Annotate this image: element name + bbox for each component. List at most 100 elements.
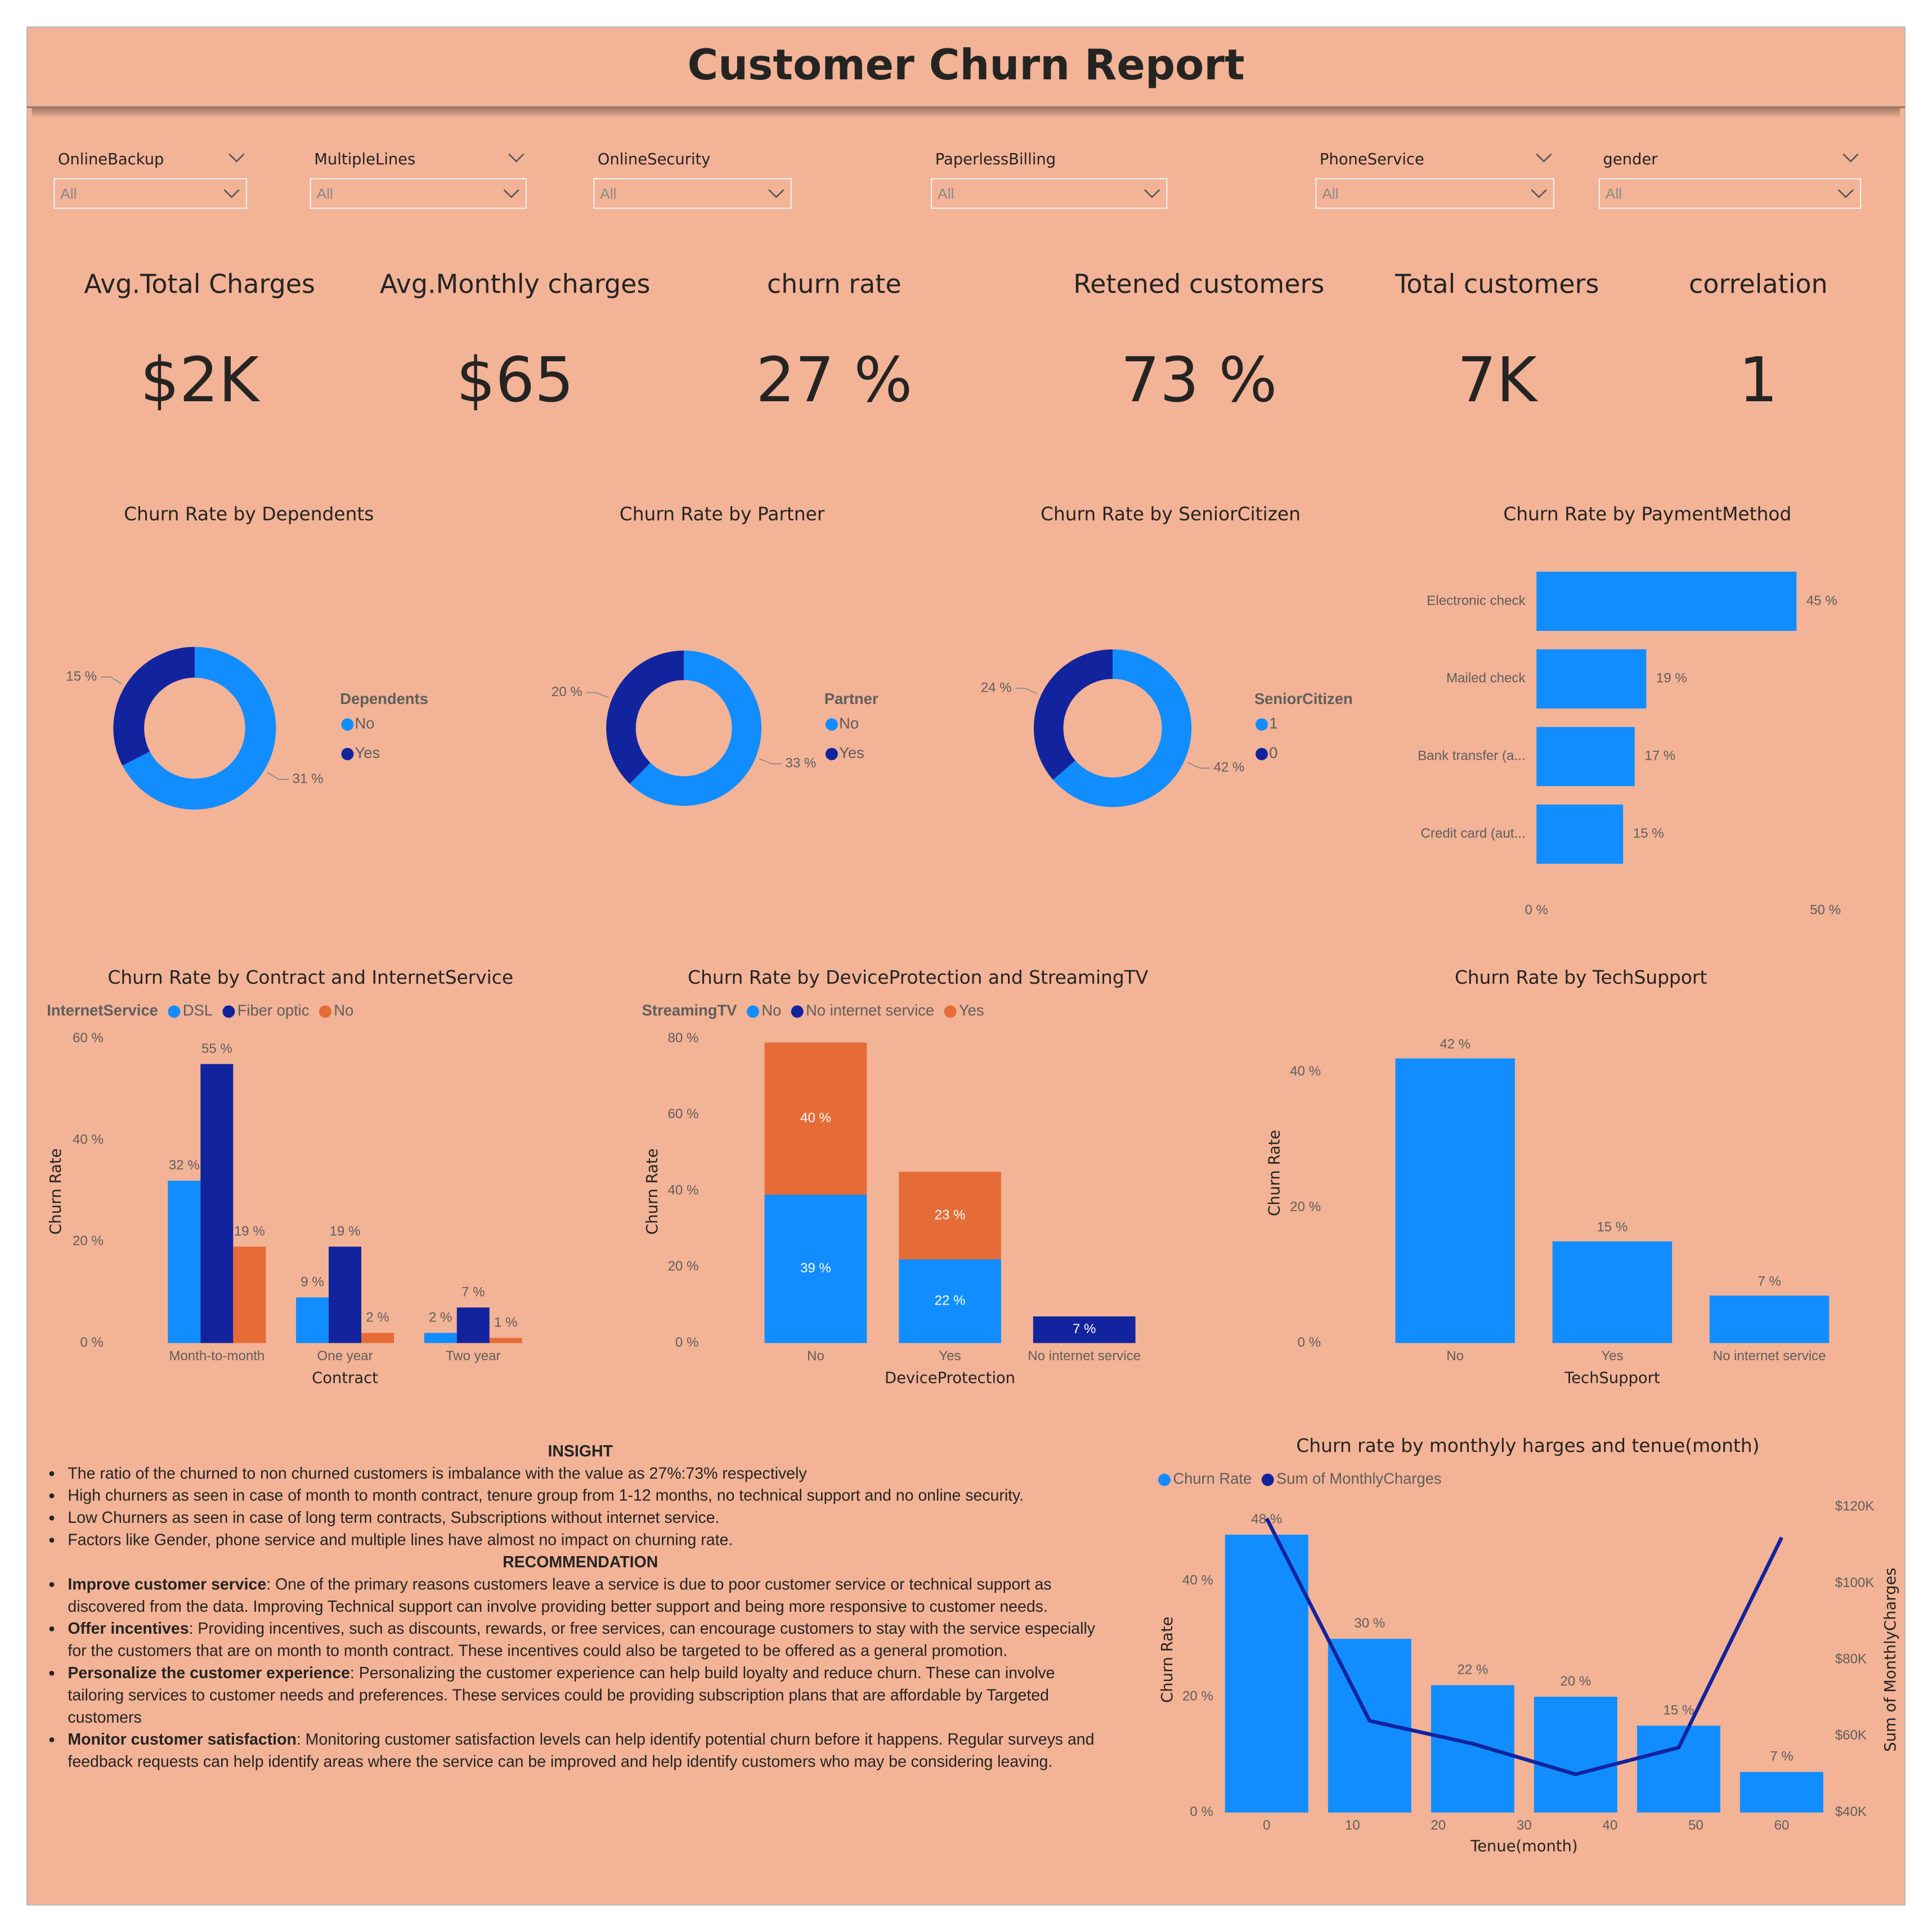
chevron bbox=[223, 189, 240, 199]
recommendation: Offer incentives: Providing incentives, … bbox=[68, 1618, 1104, 1662]
chevron bbox=[228, 153, 245, 163]
legend-label: No bbox=[355, 715, 375, 732]
x-tick-label: 0 % bbox=[1525, 902, 1548, 917]
bar bbox=[1536, 571, 1797, 631]
slicer-value: All bbox=[938, 185, 954, 202]
slicer-value: All bbox=[60, 185, 77, 202]
chart-title: Churn Rate by PaymentMethod bbox=[1503, 504, 1791, 525]
slicer-label: OnlineBackup bbox=[58, 151, 164, 168]
slicer-box bbox=[1598, 178, 1862, 209]
bar bbox=[1552, 1241, 1673, 1343]
insight-panel: INSIGHT The ratio of the churned to non … bbox=[57, 1440, 1104, 1773]
data-label: 55 % bbox=[201, 1041, 232, 1056]
slicer-label: OnlineSecurity bbox=[598, 151, 711, 168]
data-label: 15 % bbox=[66, 669, 97, 684]
kpi-value: 73 % bbox=[1120, 344, 1277, 416]
kpi-label: Total customers bbox=[1395, 268, 1599, 299]
legend-swatch bbox=[791, 1005, 804, 1018]
bar bbox=[1395, 1058, 1515, 1343]
y-tick-label: 20 % bbox=[73, 1234, 104, 1249]
legend-label: No bbox=[334, 1002, 353, 1019]
legend-swatch bbox=[341, 747, 354, 760]
slicer-label: MultipleLines bbox=[314, 151, 415, 168]
bar bbox=[233, 1247, 266, 1343]
slicer-value: All bbox=[1322, 185, 1338, 202]
y-tick-label: 40 % bbox=[73, 1132, 104, 1147]
legend-swatch bbox=[168, 1005, 181, 1018]
slicer-label: PaperlessBilling bbox=[935, 151, 1056, 168]
slicer-label: gender bbox=[1603, 151, 1658, 168]
kpi-label: correlation bbox=[1689, 268, 1828, 299]
y-tick-label: Electronic check bbox=[1427, 593, 1526, 608]
bar bbox=[1709, 1296, 1830, 1343]
legend-swatch bbox=[1256, 747, 1268, 760]
slicer[interactable]: PaperlessBilling All bbox=[931, 151, 1168, 209]
data-label: 7 % bbox=[1073, 1321, 1096, 1337]
recommendation: Improve customer service: One of the pri… bbox=[68, 1574, 1104, 1618]
bar bbox=[1637, 1725, 1720, 1813]
legend-swatch bbox=[825, 747, 838, 760]
data-label: 33 % bbox=[785, 756, 816, 771]
legend-swatch bbox=[944, 1005, 957, 1018]
donut-slice bbox=[113, 647, 195, 766]
y-axis-label: Churn Rate bbox=[47, 1148, 65, 1234]
legend-label: No bbox=[761, 1002, 781, 1019]
x-tick-label: 50 % bbox=[1810, 902, 1841, 917]
chart-title: Churn Rate by TechSupport bbox=[1455, 967, 1707, 988]
chevron bbox=[503, 189, 519, 199]
x-tick-label: 40 bbox=[1602, 1818, 1617, 1833]
slicer[interactable]: OnlineBackup All bbox=[53, 151, 247, 209]
legend-label: Yes bbox=[839, 744, 864, 761]
legend-swatch bbox=[222, 1005, 235, 1018]
data-label: 45 % bbox=[1807, 593, 1837, 608]
insight-point: The ratio of the churned to non churned … bbox=[68, 1463, 1104, 1485]
data-label: 23 % bbox=[935, 1207, 966, 1222]
recommendation-text: : One of the primary reasons customers l… bbox=[68, 1575, 1052, 1616]
recommendation-lead: Personalize the customer experience bbox=[68, 1663, 350, 1682]
y-tick-label: 40 % bbox=[668, 1182, 699, 1198]
bar bbox=[1536, 727, 1635, 786]
x-tick-label: No internet service bbox=[1713, 1348, 1826, 1364]
data-label: 40 % bbox=[800, 1110, 831, 1126]
kpi-label: Avg.Total Charges bbox=[84, 268, 315, 299]
chevron bbox=[1536, 153, 1552, 163]
bar bbox=[200, 1064, 234, 1343]
slicer[interactable]: gender All bbox=[1598, 151, 1862, 209]
recommendation-text: : Monitoring customer satisfaction level… bbox=[68, 1729, 1095, 1771]
insight-point: Factors like Gender, phone service and m… bbox=[68, 1529, 1104, 1551]
y-axis-label: Churn Rate bbox=[644, 1148, 661, 1234]
data-label: 2 % bbox=[429, 1310, 452, 1325]
chevron bbox=[1843, 153, 1859, 163]
y-tick-label: 20 % bbox=[1182, 1688, 1213, 1704]
y-tick-label: 40 % bbox=[1182, 1573, 1213, 1588]
slicer[interactable]: PhoneService All bbox=[1315, 151, 1554, 209]
x-tick-label: 0 bbox=[1263, 1818, 1270, 1833]
x-tick-label: No bbox=[807, 1348, 824, 1364]
slicer-label: PhoneService bbox=[1320, 151, 1424, 168]
x-tick-label: 30 bbox=[1517, 1818, 1532, 1833]
data-label: 15 % bbox=[1597, 1220, 1628, 1235]
legend-label: 0 bbox=[1269, 744, 1277, 761]
slicer[interactable]: MultipleLines All bbox=[310, 151, 527, 209]
header-shadow bbox=[32, 107, 1900, 119]
x-tick-label: No internet service bbox=[1028, 1348, 1141, 1364]
legend-swatch bbox=[1158, 1473, 1171, 1486]
legend-swatch bbox=[825, 718, 838, 731]
data-label: 42 % bbox=[1213, 760, 1244, 775]
donut-slice bbox=[606, 651, 684, 784]
slicer[interactable]: OnlineSecurity All bbox=[593, 151, 792, 209]
panel bbox=[26, 26, 1906, 1906]
y-axis-label: Churn Rate bbox=[1159, 1616, 1176, 1702]
y-tick-label: Bank transfer (a... bbox=[1418, 748, 1525, 764]
data-label: 32 % bbox=[169, 1158, 200, 1173]
y2-tick-label: $80K bbox=[1835, 1651, 1867, 1666]
recommendation-title: RECOMMENDATION bbox=[503, 1552, 658, 1571]
y-tick-label: 80 % bbox=[668, 1030, 699, 1046]
legend-swatch bbox=[1261, 1473, 1274, 1486]
donut-slice bbox=[1033, 649, 1113, 780]
donut-slice bbox=[630, 651, 762, 806]
chevron bbox=[768, 189, 785, 199]
slicer-box bbox=[593, 178, 792, 209]
data-label: 20 % bbox=[1560, 1674, 1591, 1689]
bar bbox=[456, 1307, 490, 1343]
